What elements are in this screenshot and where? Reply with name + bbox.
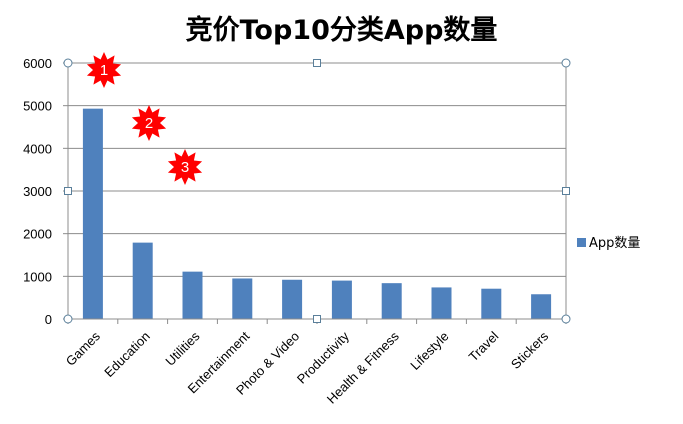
edge-resize-handle[interactable] xyxy=(562,187,570,195)
bar xyxy=(481,288,502,319)
x-tick-label: Utilities xyxy=(162,328,203,369)
y-tick-label: 3000 xyxy=(23,184,52,199)
corner-resize-handle[interactable] xyxy=(63,314,73,324)
corner-resize-handle[interactable] xyxy=(561,58,571,68)
bar xyxy=(431,287,452,319)
bar xyxy=(232,278,253,319)
edge-resize-handle[interactable] xyxy=(313,315,321,323)
y-tick-label: 1000 xyxy=(23,269,52,284)
y-tick-label: 0 xyxy=(45,312,52,327)
corner-resize-handle[interactable] xyxy=(63,58,73,68)
y-tick-label: 4000 xyxy=(23,141,52,156)
bar xyxy=(531,294,552,319)
corner-resize-handle[interactable] xyxy=(561,314,571,324)
y-tick-label: 6000 xyxy=(23,56,52,71)
bar xyxy=(381,283,402,319)
bar-series xyxy=(82,108,552,319)
bar xyxy=(182,271,203,319)
rank-badge-label: 2 xyxy=(145,115,153,132)
x-tick-label: Lifestyle xyxy=(407,329,451,373)
y-axis: 0 1000 2000 3000 4000 5000 6000 xyxy=(23,56,69,327)
star-badge-icon xyxy=(167,149,203,185)
bar xyxy=(82,108,103,319)
legend-label: App数量 xyxy=(589,236,640,251)
edge-resize-handle[interactable] xyxy=(64,187,72,195)
x-tick-label: Travel xyxy=(466,328,502,364)
y-tick-label: 5000 xyxy=(23,99,52,114)
rank-badge-label: 3 xyxy=(181,159,189,176)
chart-title: 竞价Top10分类App数量 xyxy=(185,15,498,46)
rank-badge[interactable]: 1 xyxy=(86,52,122,88)
edge-resize-handle[interactable] xyxy=(313,59,321,67)
star-badge-icon xyxy=(86,52,122,88)
x-tick-label: Games xyxy=(63,328,104,369)
x-tick-label: Stickers xyxy=(508,328,552,372)
bar xyxy=(132,242,153,319)
legend[interactable]: App数量 xyxy=(577,236,640,251)
rank-badge-label: 1 xyxy=(100,62,108,79)
y-tick-label: 2000 xyxy=(23,227,52,242)
annotations[interactable]: 1 2 3 xyxy=(86,52,203,185)
rank-badge[interactable]: 2 xyxy=(131,105,167,141)
bar xyxy=(282,279,303,319)
bar xyxy=(331,280,352,319)
x-tick-label: Education xyxy=(101,329,152,380)
star-badge-icon xyxy=(131,105,167,141)
selection-handles[interactable] xyxy=(63,58,571,324)
legend-swatch xyxy=(577,238,586,247)
rank-badge[interactable]: 3 xyxy=(167,149,203,185)
